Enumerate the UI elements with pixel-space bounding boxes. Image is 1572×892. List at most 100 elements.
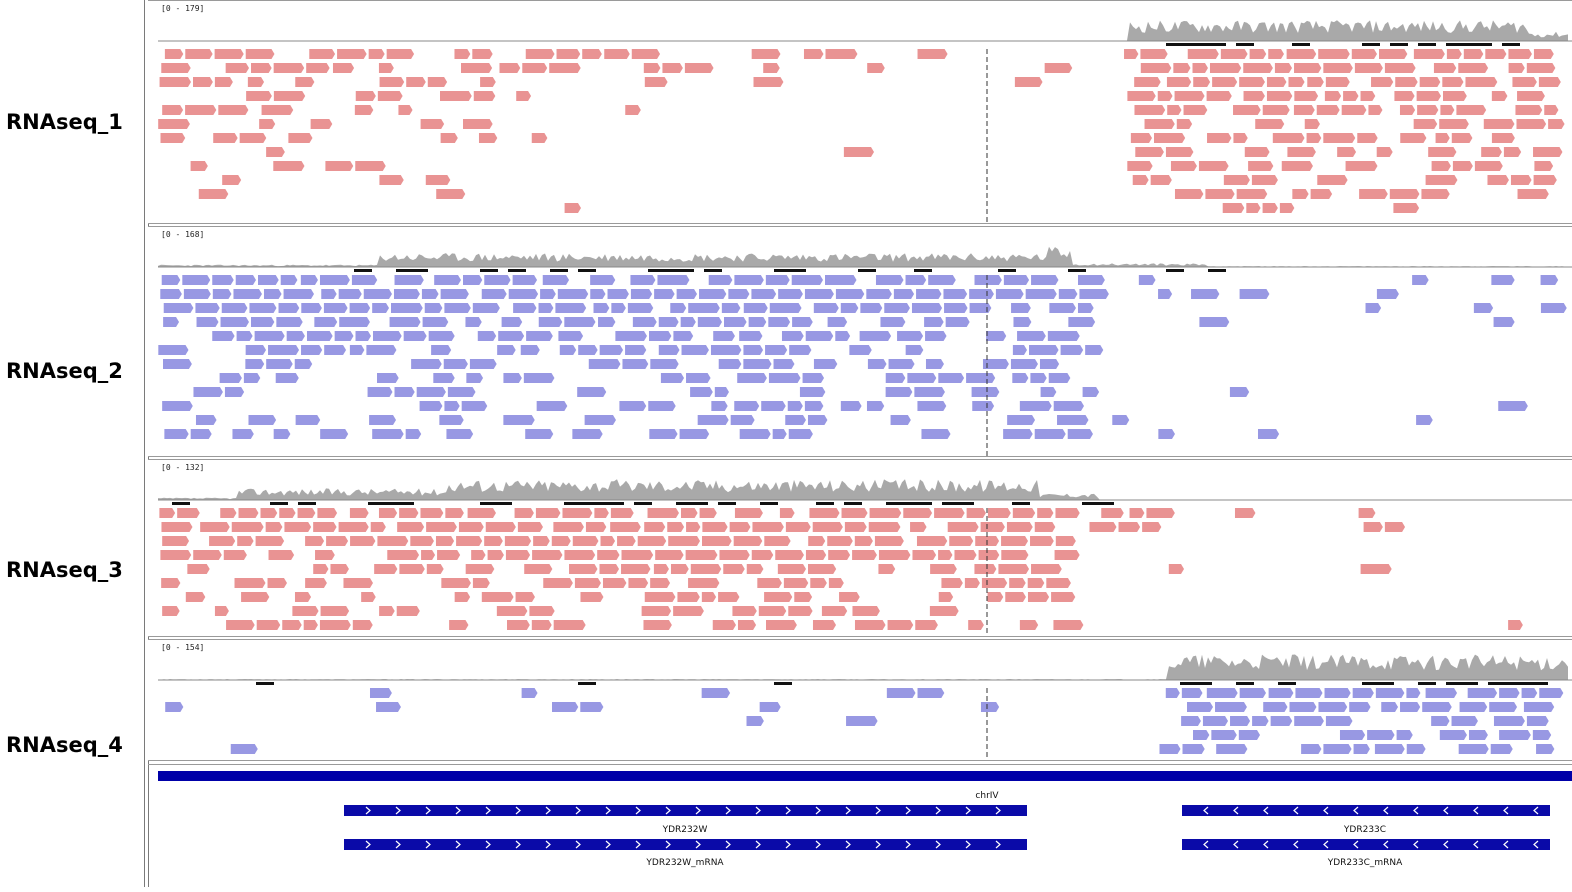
aligned-read [420, 119, 445, 129]
aligned-read [433, 373, 455, 383]
aligned-read [916, 536, 948, 546]
gene-label-ydr233c[interactable]: YDR233C [1343, 825, 1387, 835]
aligned-read [1181, 688, 1203, 698]
aligned-read [667, 522, 685, 532]
aligned-read [297, 508, 316, 518]
aligned-read [523, 373, 555, 383]
aligned-read [354, 105, 374, 115]
aligned-read [1174, 189, 1204, 199]
aligned-read [183, 289, 211, 299]
aligned-read [655, 550, 684, 560]
aligned-read [1031, 275, 1059, 285]
aligned-read [1186, 702, 1214, 712]
track-svg [158, 479, 1572, 636]
aligned-read [625, 345, 647, 355]
aligned-read [685, 550, 718, 560]
aligned-read [1132, 175, 1149, 185]
gene-label-ydr232w-mrna[interactable]: YDR232W_mRNA [646, 858, 724, 868]
junction-mark [1502, 43, 1520, 46]
gene-label-ydr233c-mrna[interactable]: YDR233C_mRNA [1327, 858, 1403, 868]
aligned-read [300, 275, 318, 285]
aligned-read [590, 289, 606, 299]
junction-mark [494, 502, 512, 505]
aligned-read [214, 77, 233, 87]
junction-mark [480, 269, 498, 272]
aligned-read [1324, 91, 1342, 101]
aligned-read [734, 401, 760, 411]
aligned-read [1012, 508, 1036, 518]
track-panel-rnaseq-3[interactable]: [0 - 132] [148, 459, 1572, 637]
track-panel-rnaseq-4[interactable]: [0 - 154] [148, 639, 1572, 761]
strand-arrow [1203, 806, 1209, 815]
aligned-read [949, 536, 974, 546]
strand-arrow [965, 806, 971, 815]
aligned-read [520, 345, 540, 355]
aligned-read [1540, 303, 1567, 313]
strand-arrow [725, 806, 731, 815]
aligned-read [1337, 147, 1357, 157]
aligned-read [531, 133, 548, 143]
aligned-read [396, 606, 420, 616]
aligned-read [190, 429, 212, 439]
aligned-read [775, 550, 804, 560]
gene-label-ydr232w[interactable]: YDR232W [662, 825, 708, 835]
gene-feature-bar [344, 805, 1027, 816]
aligned-read [627, 303, 654, 313]
aligned-read [673, 606, 704, 616]
track-name-rnaseq-4[interactable]: RNAseq_4 [6, 733, 123, 757]
aligned-read [426, 564, 444, 574]
aligned-read [310, 119, 333, 129]
aligned-read [1458, 744, 1489, 754]
aligned-read [499, 63, 521, 73]
aligned-read [1493, 317, 1515, 327]
strand-arrow [995, 840, 1001, 849]
aligned-read [273, 161, 305, 171]
aligned-read [1459, 702, 1488, 712]
aligned-read [1215, 702, 1247, 712]
aligned-read [1112, 415, 1130, 425]
aligned-read [1173, 63, 1191, 73]
track-panel-rnaseq-1[interactable]: [0 - 179] [148, 0, 1572, 224]
track-name-rnaseq-3[interactable]: RNAseq_3 [6, 558, 123, 582]
aligned-read [1005, 592, 1026, 602]
junction-mark [1390, 43, 1408, 46]
aligned-read [840, 303, 859, 313]
aligned-read [1416, 91, 1442, 101]
aligned-read [1286, 49, 1317, 59]
panel-divider[interactable] [144, 0, 145, 887]
aligned-read [280, 275, 298, 285]
aligned-read [622, 359, 649, 369]
aligned-read [431, 345, 452, 355]
strand-arrow [1383, 840, 1389, 849]
aligned-read [282, 620, 302, 630]
aligned-read [553, 522, 584, 532]
aligned-read [925, 359, 944, 369]
aligned-read [764, 592, 793, 602]
junction-mark [1362, 43, 1380, 46]
aligned-read [1055, 508, 1080, 518]
aligned-read [379, 77, 405, 87]
aligned-read [1439, 730, 1467, 740]
aligned-read [213, 133, 238, 143]
aligned-read [265, 522, 283, 532]
aligned-read [286, 331, 305, 341]
aligned-read [246, 91, 272, 101]
aligned-read [594, 508, 609, 518]
aligned-read [981, 578, 1008, 588]
junction-mark [172, 502, 190, 505]
aligned-read [1442, 77, 1464, 87]
aligned-read [1055, 536, 1076, 546]
track-name-rnaseq-2[interactable]: RNAseq_2 [6, 359, 123, 383]
aligned-read [1234, 508, 1256, 518]
aligned-read [1428, 147, 1457, 157]
aligned-read [319, 620, 351, 630]
strand-arrow [395, 840, 401, 849]
aligned-read [256, 620, 281, 630]
track-panel-rnaseq-2[interactable]: [0 - 168] [148, 226, 1572, 457]
aligned-read [805, 550, 827, 560]
aligned-read [449, 620, 469, 630]
aligned-read [1341, 105, 1367, 115]
feature-track[interactable]: chrIV YDR232W YDR232W_mRNA YDR233C YDR23… [148, 764, 1572, 888]
track-name-rnaseq-1[interactable]: RNAseq_1 [6, 110, 123, 134]
aligned-read [772, 429, 787, 439]
